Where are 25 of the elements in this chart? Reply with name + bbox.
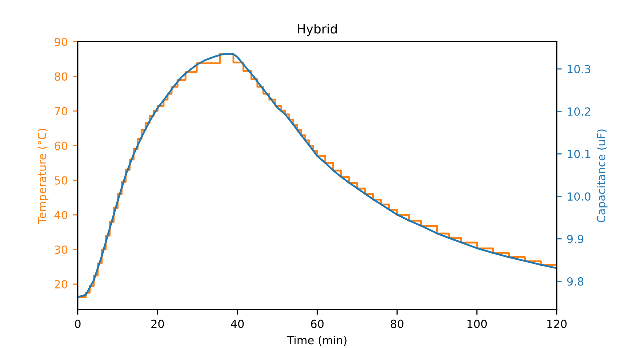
y-tick-label: 20 [54,280,68,289]
x-tick-label: 40 [231,320,244,328]
x-axis-title: Time (min) [287,336,347,346]
x-tick-label: 20 [152,320,164,328]
chart-title: Hybrid [298,24,337,36]
y2-axis-title: Capacitance (uF) [597,130,608,223]
y2-tick-label: 9.8 [567,278,584,286]
y-axis-title: Temperature (°C) [38,129,49,224]
x-tick-label: 80 [391,320,404,328]
y2-tick-label: 10.1 [568,150,590,159]
y-tick-label: 90 [54,38,68,46]
y-tick-label: 60 [54,142,68,150]
y2-tick-label: 10.2 [568,108,590,116]
x-tick-label: 100 [468,320,488,328]
y2-tick-label: 10.0 [568,192,591,201]
y-tick-label: 70 [55,107,68,116]
y2-tick-label: 9.9 [567,235,584,244]
y-tick-label: 50 [54,176,68,185]
x-tick-label: 0 [75,320,81,328]
y-tick-label: 30 [54,246,68,254]
y2-tick-label: 10.3 [568,65,591,74]
x-tick-label: 120 [548,320,567,328]
y-tick-label: 40 [54,211,68,220]
x-tick-label: 60 [311,320,324,328]
y-tick-label: 80 [54,72,68,82]
